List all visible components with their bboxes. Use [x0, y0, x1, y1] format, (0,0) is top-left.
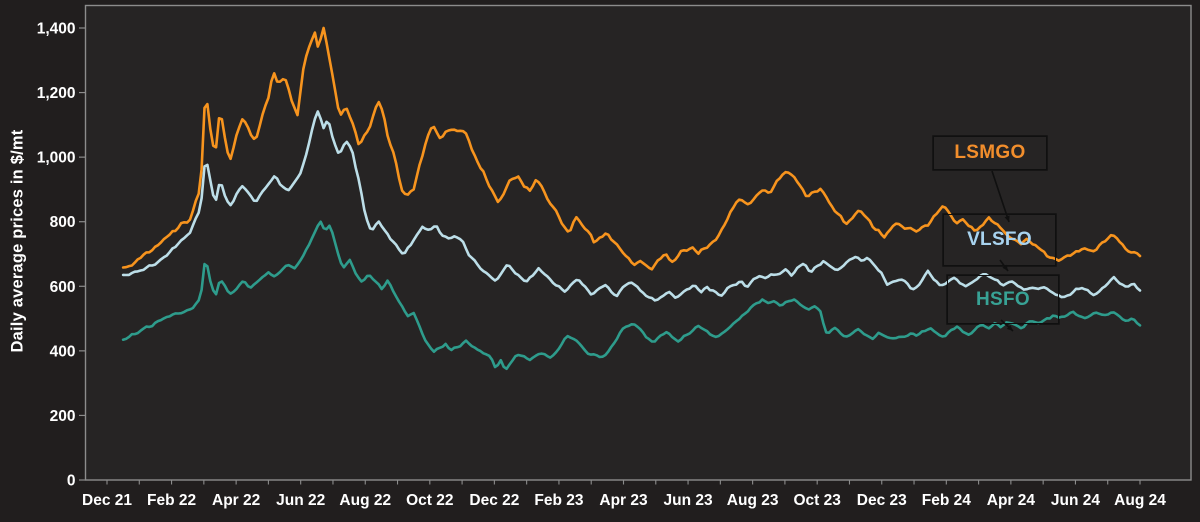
y-tick-label: 800: [50, 214, 76, 231]
x-tick-label: Aug 22: [339, 492, 391, 509]
x-tick-label: Dec 21: [82, 492, 132, 509]
y-tick-label: 1,400: [37, 21, 76, 38]
series-line-hsfo: [121, 220, 1142, 371]
y-tick-label: 1,200: [37, 85, 76, 102]
x-tick-label: Dec 23: [857, 492, 907, 509]
callout-arrowhead-hsfo: [1006, 325, 1013, 331]
x-tick-label: Apr 22: [212, 492, 260, 509]
series-line-lsmgo: [121, 26, 1142, 271]
x-tick-label: Aug 24: [1114, 492, 1166, 509]
callout-arrowhead-vlsfo: [1002, 264, 1008, 271]
x-tick-label: Feb 23: [534, 492, 583, 509]
x-tick-label: Feb 24: [922, 492, 971, 509]
series-line-vlsfo: [121, 110, 1142, 302]
plot-area: [85, 5, 1191, 480]
x-tick-label: Jun 23: [664, 492, 713, 509]
x-tick-label: Jun 24: [1051, 492, 1100, 509]
x-tick-label: Dec 22: [469, 492, 519, 509]
callout-arrow-lsmgo: [991, 170, 1010, 223]
x-tick-label: Jun 22: [276, 492, 325, 509]
x-tick-label: Apr 23: [599, 492, 648, 509]
y-tick-label: 0: [67, 473, 76, 490]
y-tick-label: 400: [50, 343, 76, 360]
callout-arrowhead-lsmgo: [1004, 215, 1010, 222]
y-axis-title: Daily average prices in $/mt: [8, 129, 27, 353]
plot-frame: [84, 4, 1192, 481]
y-tick-label: 1,000: [37, 150, 76, 167]
y-tick-label: 600: [50, 279, 76, 296]
x-tick-label: Aug 23: [727, 492, 779, 509]
x-tick-label: Apr 24: [987, 492, 1036, 509]
x-tick-label: Oct 22: [406, 492, 453, 509]
x-tick-label: Oct 23: [793, 492, 841, 509]
x-tick-label: Feb 22: [147, 492, 196, 509]
y-tick-label: 200: [50, 408, 76, 425]
